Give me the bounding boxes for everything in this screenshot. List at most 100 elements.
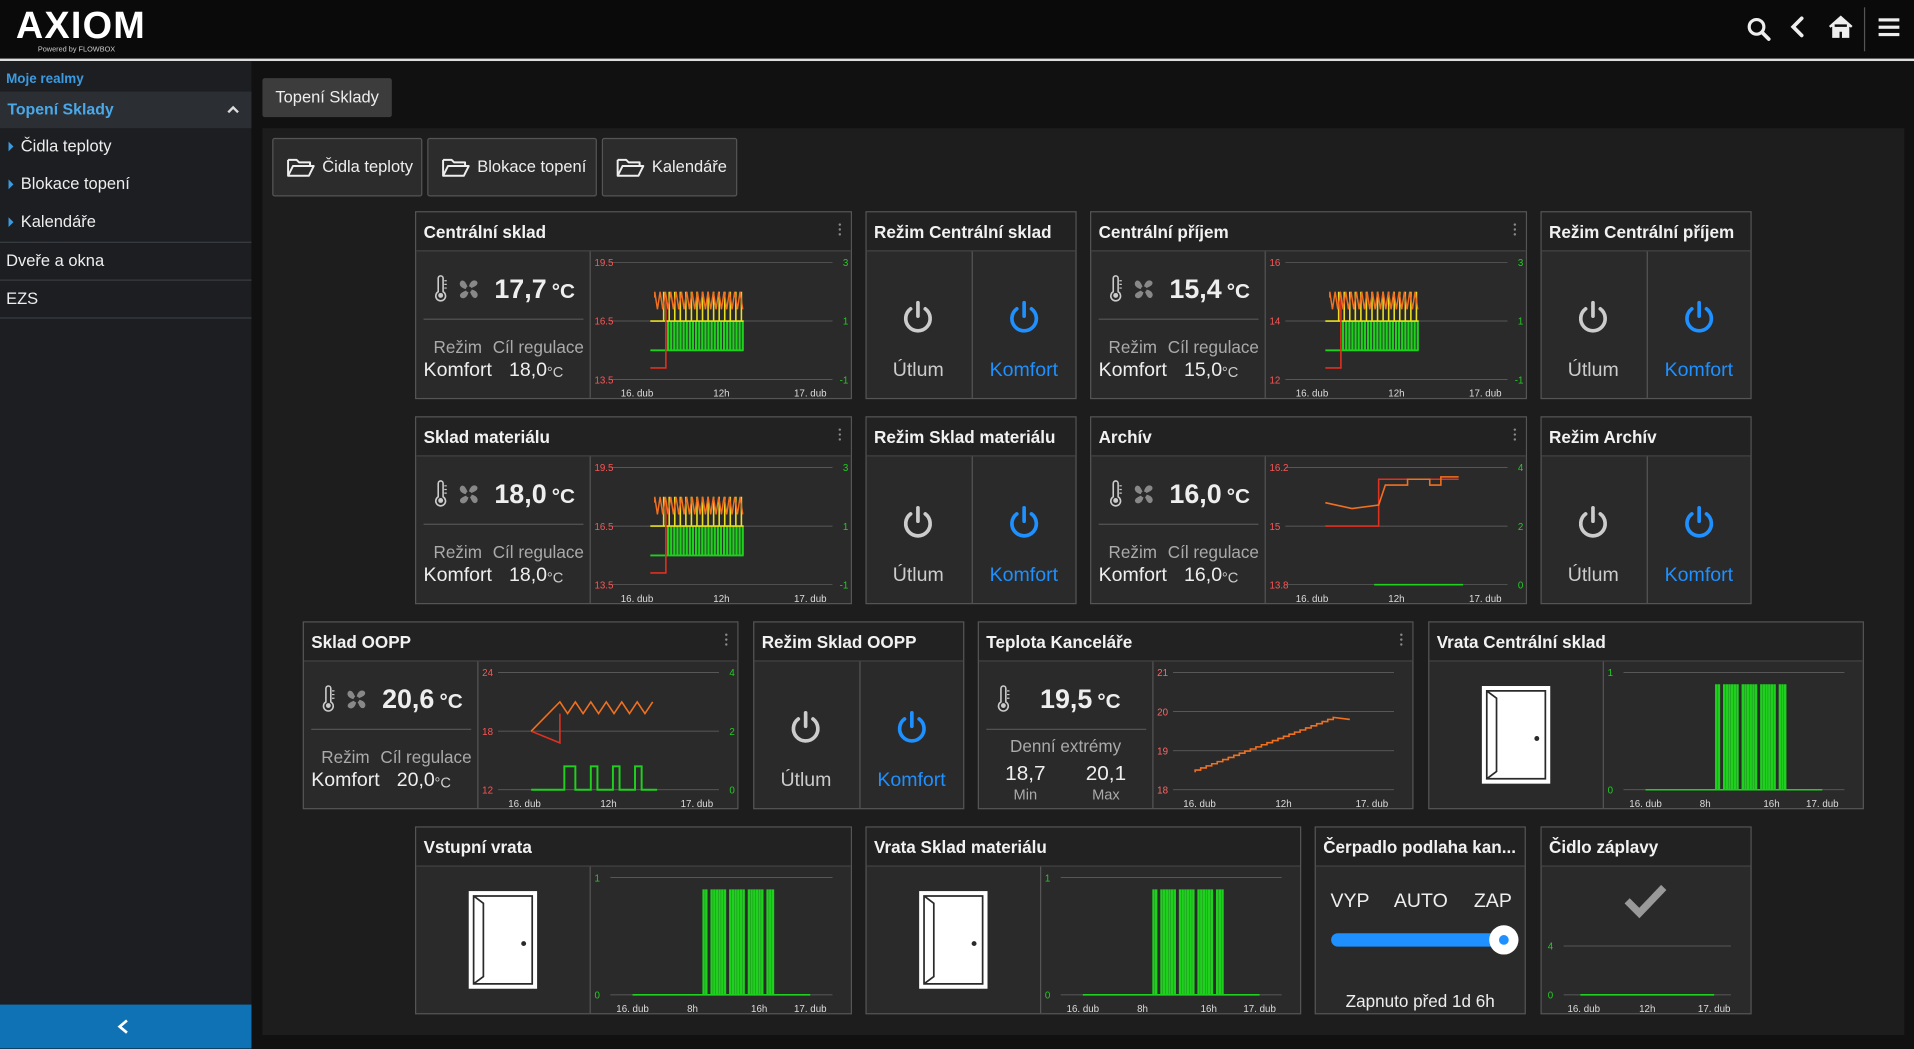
active-realm-label: Topení Sklady bbox=[7, 100, 114, 119]
search-icon[interactable] bbox=[1746, 15, 1775, 44]
y-axis-label: 13.5 bbox=[594, 375, 614, 386]
mode-option[interactable]: Útlum bbox=[1567, 565, 1619, 586]
dot bbox=[838, 438, 842, 441]
tab[interactable]: Topení Sklady bbox=[262, 78, 392, 118]
sidebar-subitem-label: Čidla teploty bbox=[20, 136, 112, 156]
mode-option[interactable]: Komfort bbox=[1664, 565, 1734, 586]
menu-icon[interactable] bbox=[1877, 16, 1901, 40]
collapse-button[interactable] bbox=[0, 1004, 252, 1049]
mode-value: Komfort bbox=[1098, 360, 1167, 381]
power-arc bbox=[1579, 306, 1608, 333]
sidebar-item[interactable]: Dveře a okna bbox=[0, 243, 251, 280]
fan-blade bbox=[459, 289, 469, 299]
active-realm[interactable]: Topení Sklady bbox=[0, 91, 252, 129]
back-icon[interactable] bbox=[1787, 15, 1809, 42]
sidebar-subitem[interactable]: Kalendáře bbox=[0, 204, 251, 241]
folder-button[interactable]: Kalendáře bbox=[601, 137, 738, 197]
door-frame bbox=[468, 891, 538, 989]
mode-option[interactable]: Komfort bbox=[877, 770, 946, 791]
mini-chart: 21 20 19 18 16. dub 12h 17. dub bbox=[1157, 668, 1394, 808]
logo[interactable]: AXIOM bbox=[15, 3, 147, 47]
fan-hub bbox=[465, 491, 472, 498]
power-arc bbox=[1684, 306, 1713, 333]
x-axis-label: 17. dub bbox=[1469, 389, 1502, 399]
fan-blade bbox=[1143, 485, 1153, 495]
folder-button[interactable]: Blokace topení bbox=[427, 137, 597, 197]
bullet bbox=[8, 217, 14, 228]
tile-title: Režim Sklad OOPP bbox=[761, 632, 917, 652]
y2-axis-label: 1 bbox=[843, 317, 848, 328]
separator bbox=[0, 317, 252, 319]
separator bbox=[423, 523, 584, 525]
temperature-unit: °C bbox=[551, 484, 576, 508]
y-axis-label: 19 bbox=[1157, 746, 1168, 757]
x-axis-label: 12h bbox=[600, 799, 616, 809]
tile-header: Sklad OOPP bbox=[303, 622, 738, 662]
folder-button[interactable]: Čidla teploty bbox=[272, 137, 423, 197]
thermometer-icon bbox=[997, 685, 1010, 712]
mode-option[interactable]: Útlum bbox=[892, 360, 944, 381]
x-axis-label: 17. dub bbox=[794, 389, 827, 399]
y-axis-label: 14 bbox=[1269, 317, 1280, 328]
x-axis-label: 16. dub bbox=[1567, 1004, 1600, 1014]
fan-blade bbox=[1143, 289, 1153, 299]
trace bbox=[1715, 684, 1787, 790]
target-label: Cíl regulace bbox=[380, 747, 472, 767]
pump-option[interactable]: ZAP bbox=[1473, 891, 1512, 912]
trace bbox=[650, 297, 667, 369]
chart-border bbox=[1264, 251, 1266, 398]
header: AXIOM Powered by FLOWBOX bbox=[0, 0, 1914, 62]
tile-door: Vrata Sklad materiálu 1 0 16. dub 8h 16h 17. d… bbox=[865, 826, 1302, 1015]
pump-slider[interactable] bbox=[1316, 923, 1526, 957]
tile-title: Centrální příjem bbox=[1098, 222, 1229, 242]
y2-axis-label: 0 bbox=[729, 785, 735, 796]
power-icon bbox=[904, 505, 933, 538]
dot bbox=[1400, 638, 1403, 641]
mode-option[interactable]: Útlum bbox=[780, 770, 832, 791]
bullet-shape bbox=[8, 217, 14, 228]
temperature-unit: °C bbox=[1226, 279, 1251, 303]
home-icon[interactable] bbox=[1826, 13, 1855, 40]
x-axis-label: 17. dub bbox=[681, 799, 714, 809]
y-axis-label: 20 bbox=[1157, 707, 1168, 718]
dot bbox=[1400, 643, 1403, 646]
mode-option[interactable]: Komfort bbox=[989, 360, 1059, 381]
thermo-bulb bbox=[325, 703, 331, 708]
trace bbox=[666, 526, 744, 556]
mode-option[interactable]: Útlum bbox=[1567, 360, 1619, 381]
pump-option[interactable]: VYP bbox=[1330, 891, 1370, 912]
sidebar-subitem[interactable]: Blokace topení bbox=[0, 166, 251, 203]
power-icon bbox=[1009, 505, 1038, 538]
fan-hub bbox=[465, 286, 472, 293]
sidebar-subitem[interactable]: Čidla teploty bbox=[0, 128, 251, 165]
dot bbox=[725, 633, 728, 636]
y-axis-label: 12 bbox=[1269, 375, 1280, 386]
trace bbox=[1342, 321, 1419, 351]
pump-option[interactable]: AUTO bbox=[1393, 891, 1448, 912]
dot bbox=[1513, 428, 1517, 431]
mode-value: Komfort bbox=[423, 360, 492, 381]
chart-border bbox=[1152, 661, 1154, 809]
y-axis-label: 16.2 bbox=[1269, 463, 1288, 474]
y-axis-label: 12 bbox=[482, 785, 493, 796]
tile-header: Čerpadlo podlaha kan... bbox=[1315, 827, 1525, 867]
slider-dot bbox=[1498, 935, 1509, 945]
sidebar-item[interactable]: EZS bbox=[0, 281, 251, 318]
trace bbox=[1329, 291, 1419, 310]
separator bbox=[1098, 318, 1259, 320]
mode-value: Komfort bbox=[423, 565, 492, 586]
chart-border bbox=[1602, 661, 1604, 809]
power-arc bbox=[1009, 512, 1038, 538]
target-label: Cíl regulace bbox=[1167, 541, 1259, 562]
bullet-shape bbox=[8, 179, 14, 190]
mode-option[interactable]: Komfort bbox=[989, 565, 1059, 586]
fan-blade bbox=[468, 289, 478, 299]
y2-axis-label: -1 bbox=[840, 375, 849, 386]
y-axis-label: 1 bbox=[594, 873, 599, 884]
mode-option[interactable]: Komfort bbox=[1664, 360, 1734, 381]
mode-option[interactable]: Útlum bbox=[892, 565, 944, 586]
sidebar: Moje realmy Topení Sklady Čidla teploty B… bbox=[0, 61, 252, 1049]
power-icon bbox=[897, 711, 926, 743]
dot bbox=[838, 223, 842, 226]
